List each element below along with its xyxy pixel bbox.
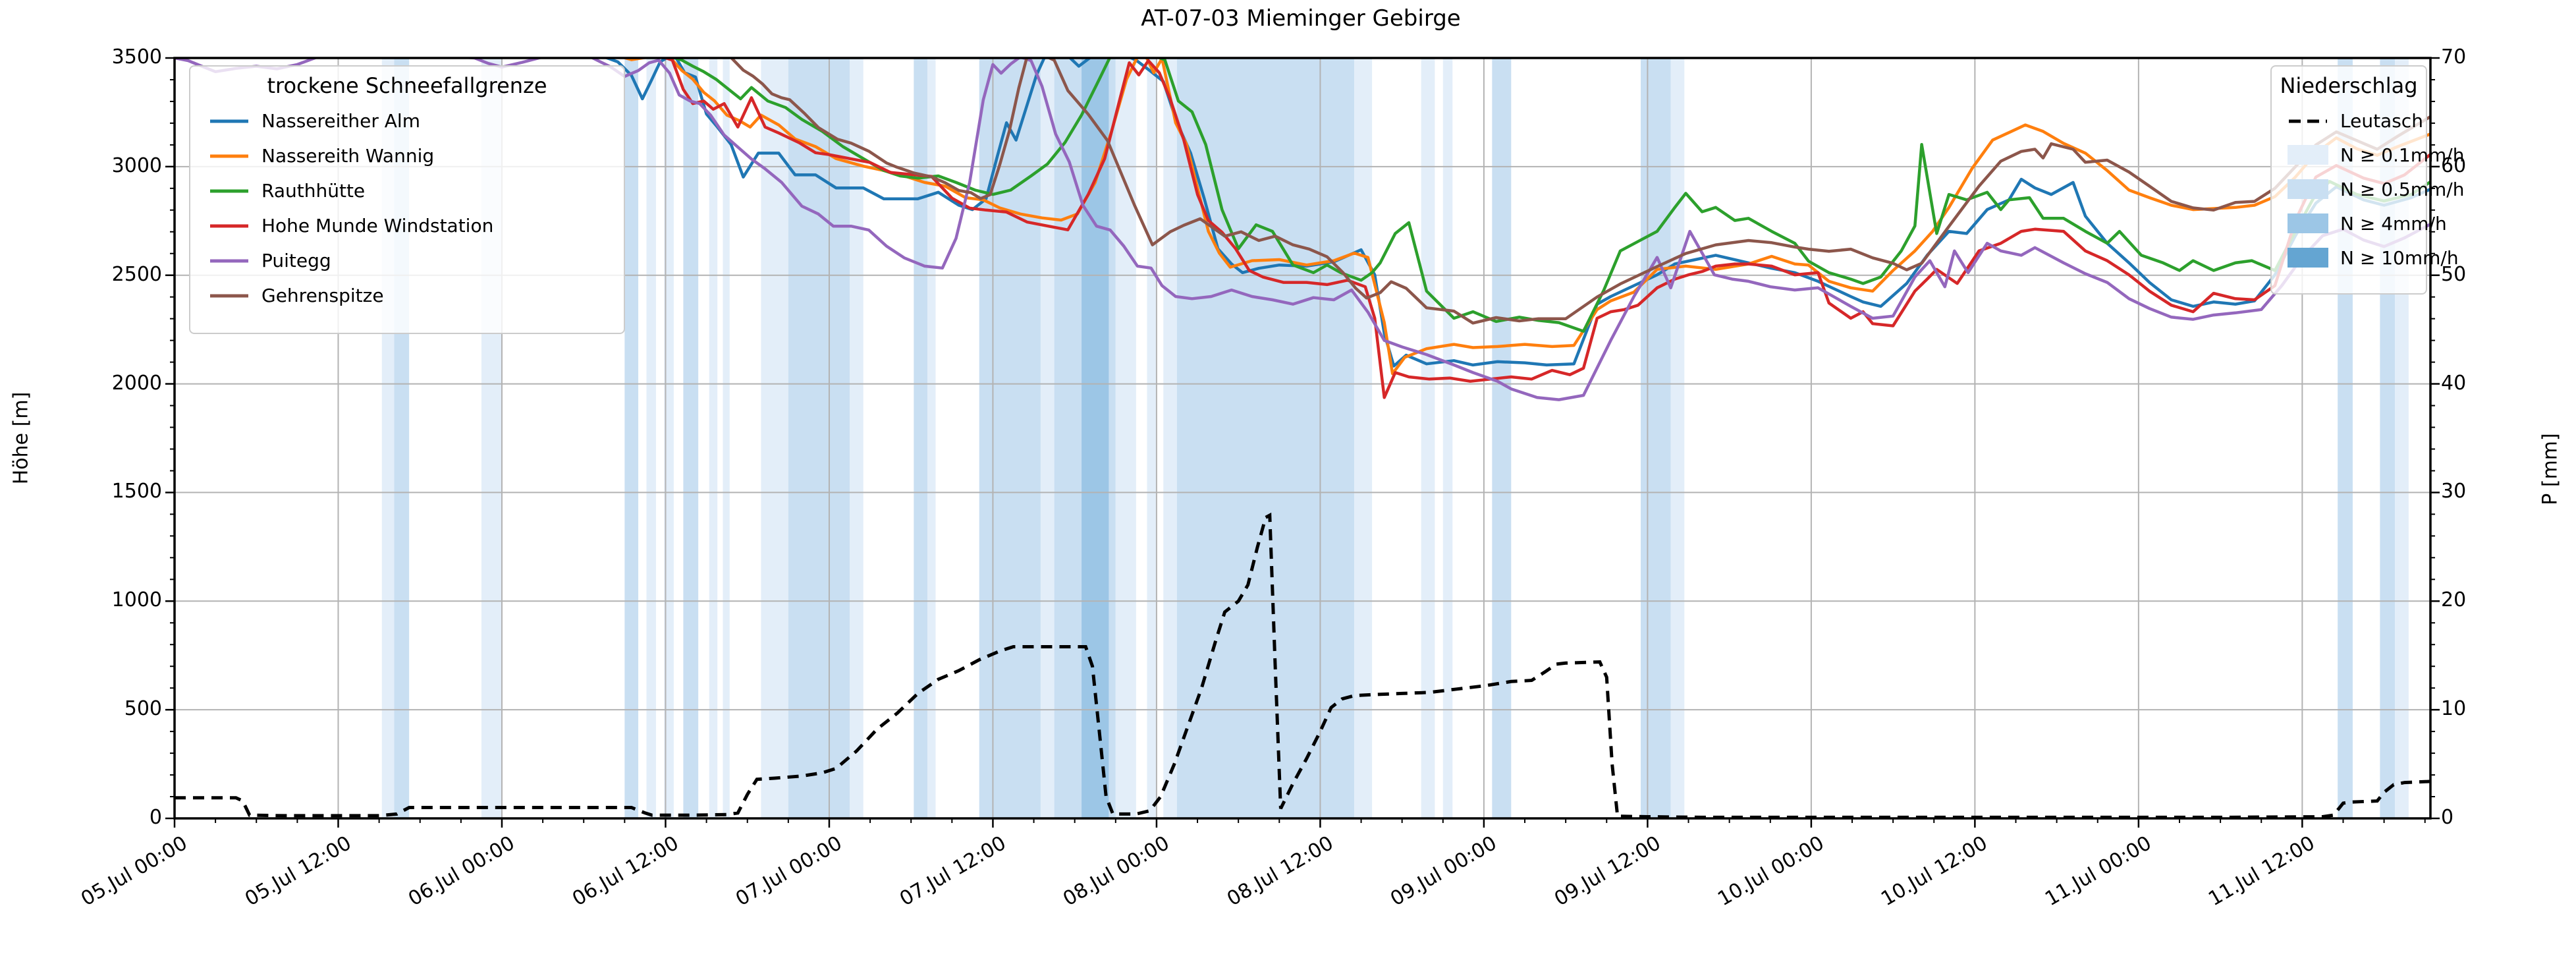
legend-band-swatch [2288,248,2328,268]
legend-snowline-title: trockene Schneefallgrenze [267,73,547,98]
legend-precip: Niederschlag Leutasch N ≥ 0.1mm/h N ≥ 0.5m… [2270,65,2464,295]
legend-band-swatch [2288,145,2328,165]
precip-band [1354,58,1373,818]
precip-band [1442,58,1453,818]
legend-entry-puitegg: Puitegg [200,243,615,278]
precip-band [1082,58,1109,818]
series-line-hohe-munde-windstation [655,58,2430,399]
precip-band [723,58,730,818]
y-left-tick-label: 1500 [111,480,162,503]
legend-entry-label: Nassereither Alm [261,110,420,132]
y-right-tick-label: 30 [2441,480,2467,503]
precip-band [646,58,656,818]
y-right-tick-label: 40 [2441,371,2467,395]
y-left-tick-label: 1000 [111,588,162,612]
y-axis-label-left: Höhe [m] [9,391,33,485]
y-left-tick-label: 500 [124,697,162,721]
precip-band [624,58,639,818]
precip-band [1670,58,1685,818]
precip-band [1147,58,1157,818]
legend-entry-label: N ≥ 0.5mm/h [2340,178,2465,200]
legend-entry-label: Rauthhütte [261,180,366,202]
legend-entry-label: N ≥ 10mm/h [2340,246,2459,269]
legend-line-swatch [209,289,250,302]
legend-entry-n-0.1mm-h: N ≥ 0.1mm/h [2278,138,2464,172]
legend-line-swatch [209,115,250,127]
legend-entry-label: Nassereith Wannig [261,145,435,167]
precip-band [1040,58,1055,818]
y-right-tick-label: 0 [2441,806,2454,829]
precip-line-leutasch [175,512,2430,818]
y-left-tick-label: 2000 [111,371,162,395]
y-left-tick-label: 3000 [111,154,162,177]
precip-band [927,58,936,818]
y-axis-label-right: P [mm] [2538,433,2562,505]
legend-entry-label: Leutasch [2340,109,2423,132]
precip-band [788,58,850,818]
precip-band [761,58,788,818]
legend-line-swatch [209,184,250,197]
legend-dashed-line-swatch [2288,115,2328,127]
chart-title: AT-07-03 Mieminger Gebirge [1141,5,1461,32]
precip-band [683,58,699,818]
legend-entry-label: Gehrenspitze [261,285,384,306]
y-left-tick-label: 2500 [111,262,162,286]
legend-entry-rauthh-tte: Rauthhütte [200,173,615,208]
series-line-nassereith-wannig [620,58,2430,376]
legend-line-swatch [209,219,250,232]
precip-band [850,58,863,818]
legend-entry-label: N ≥ 4mm/h [2340,212,2447,235]
legend-entry-n-0.5mm-h: N ≥ 0.5mm/h [2278,172,2464,206]
legend-entry-n-10mm-h: N ≥ 10mm/h [2278,241,2459,275]
precip-band [1641,58,1671,818]
y-right-tick-label: 50 [2441,262,2467,286]
legend-line-swatch [209,254,250,267]
series-line-rauthh-tte [667,58,2430,333]
precip-band [709,58,718,818]
precip-band [1492,58,1512,818]
legend-entry-label: N ≥ 0.1mm/h [2340,144,2465,166]
y-left-tick-label: 0 [149,806,162,829]
y-left-tick-label: 3500 [111,45,162,69]
legend-entry-hohe-munde-windstation: Hohe Munde Windstation [200,208,615,243]
legend-precip-title: Niederschlag [2280,73,2418,98]
y-right-tick-label: 70 [2441,45,2467,69]
precip-band [1115,58,1136,818]
y-right-tick-label: 20 [2441,588,2467,612]
precip-band [914,58,928,818]
legend-entry-label: Hohe Munde Windstation [261,215,494,237]
precip-band [1176,58,1355,818]
precip-band [1163,58,1177,818]
legend-entry-label: Puitegg [261,250,331,271]
y-right-tick-label: 10 [2441,697,2467,721]
legend-line-swatch [209,150,250,162]
precip-band [1421,58,1435,818]
y-right-tick-label: 60 [2441,154,2467,177]
legend-band-swatch [2288,213,2328,233]
precip-band [979,58,1041,818]
plot-border [173,57,2432,820]
legend-band-swatch [2288,179,2328,199]
precip-band [1109,58,1116,818]
legend-entry-leutasch: Leutasch [2278,103,2423,138]
legend-snowline: trockene Schneefallgrenze Nassereither A… [189,65,625,334]
precip-band [664,58,674,818]
legend-entry-nassereith-wannig: Nassereith Wannig [200,138,615,173]
legend-entry-gehrenspitze: Gehrenspitze [200,278,615,313]
legend-entry-nassereither-alm: Nassereither Alm [200,103,615,138]
series-line-gehrenspitze [724,58,2430,325]
legend-entry-n-4mm-h: N ≥ 4mm/h [2278,206,2447,241]
series-line-puitegg [175,58,2430,401]
precip-band [1054,58,1082,818]
